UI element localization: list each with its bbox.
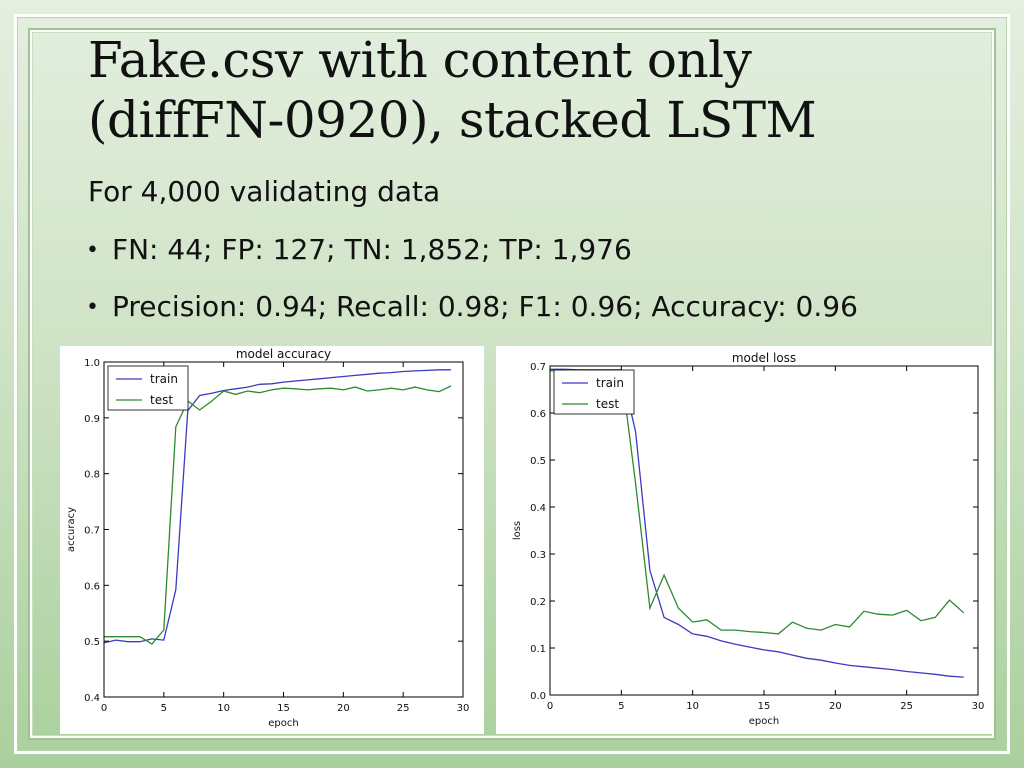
y-tick-label: 0.9: [84, 414, 100, 425]
y-tick-label: 0.4: [84, 693, 100, 704]
slide-title: Fake.csv with content only (diffFN-0920)…: [88, 30, 968, 150]
y-tick-label: 0.8: [84, 470, 100, 481]
x-axis-label: epoch: [268, 718, 298, 729]
x-axis-label: epoch: [749, 716, 779, 727]
legend-box: [107, 365, 189, 411]
x-tick-label: 25: [900, 701, 913, 712]
y-tick-label: 0.5: [530, 456, 546, 467]
slide-title-line2: (diffFN-0920), stacked LSTM: [88, 91, 817, 149]
slide-subtitle: For 4,000 validating data: [88, 175, 441, 208]
series-line-train: [103, 369, 451, 644]
slide-inner-frame: [30, 30, 994, 738]
y-tick-label: 0.4: [530, 503, 546, 514]
y-tick-label: 0.1: [530, 644, 546, 655]
accuracy-chart: model accuracy 0 5 10 15 20 25 30 0.4 0.5 0.6 0.7 0.…: [66, 347, 470, 729]
y-tick-label: 0.2: [530, 597, 546, 608]
x-tick-label: 20: [337, 703, 350, 714]
x-tick-label: 5: [161, 703, 167, 714]
y-tick-label: 0.7: [530, 362, 546, 373]
x-tick-label: 10: [686, 701, 699, 712]
y-tick-label: 1.0: [84, 358, 100, 369]
x-tick-label: 0: [101, 703, 107, 714]
bullet-dot-icon: •: [86, 295, 99, 320]
legend-label-test: test: [150, 393, 173, 407]
bullet-dot-icon: •: [86, 238, 99, 263]
legend-label-train: train: [596, 376, 624, 390]
plot-frame: [549, 365, 979, 696]
y-tick-label: 0.3: [530, 550, 546, 561]
slide-outer-frame: [14, 14, 1010, 754]
x-tick-label: 10: [217, 703, 230, 714]
legend-label-train: train: [150, 372, 178, 386]
slide-title-line1: Fake.csv with content only: [88, 31, 752, 89]
chart-title: model accuracy: [236, 347, 331, 361]
y-axis-label: loss: [512, 521, 523, 540]
x-tick-label: 30: [457, 703, 470, 714]
legend-label-test: test: [596, 397, 619, 411]
bullet-text: FN: 44; FP: 127; TN: 1,852; TP: 1,976: [112, 233, 632, 266]
y-tick-label: 0.0: [530, 691, 546, 702]
y-axis-label: accuracy: [66, 507, 77, 552]
chart-title: model loss: [732, 351, 796, 365]
y-tick-label: 0.6: [530, 409, 546, 420]
loss-chart-panel: model loss 0 5 10 15 20 25 30 0.0 0.1 0.2 0.3 0.4 0.5…: [496, 346, 992, 734]
x-tick-label: 15: [277, 703, 290, 714]
y-tick-label: 0.6: [84, 581, 100, 592]
x-tick-label: 25: [397, 703, 410, 714]
x-tick-label: 15: [758, 701, 771, 712]
series-line-test: [104, 385, 452, 645]
loss-chart: model loss 0 5 10 15 20 25 30 0.0 0.1 0.2 0.3 0.4 0.5…: [512, 351, 985, 727]
x-tick-label: 0: [547, 701, 553, 712]
bullet-metrics: • Precision: 0.94; Recall: 0.98; F1: 0.96…: [86, 290, 858, 323]
legend-box: [553, 369, 635, 415]
y-tick-label: 0.5: [84, 637, 100, 648]
accuracy-chart-panel: model accuracy 0 5 10 15 20 25 30 0.4 0.5 0.6 0.7 0.…: [60, 346, 484, 734]
x-tick-label: 20: [829, 701, 842, 712]
series-line-train: [550, 368, 964, 678]
bullet-text: Precision: 0.94; Recall: 0.98; F1: 0.96;…: [112, 290, 858, 323]
y-tick-label: 0.7: [84, 526, 100, 537]
bullet-confusion-matrix: • FN: 44; FP: 127; TN: 1,852; TP: 1,976: [86, 233, 632, 266]
plot-frame: [103, 361, 464, 698]
x-tick-label: 5: [618, 701, 624, 712]
x-tick-label: 30: [972, 701, 985, 712]
